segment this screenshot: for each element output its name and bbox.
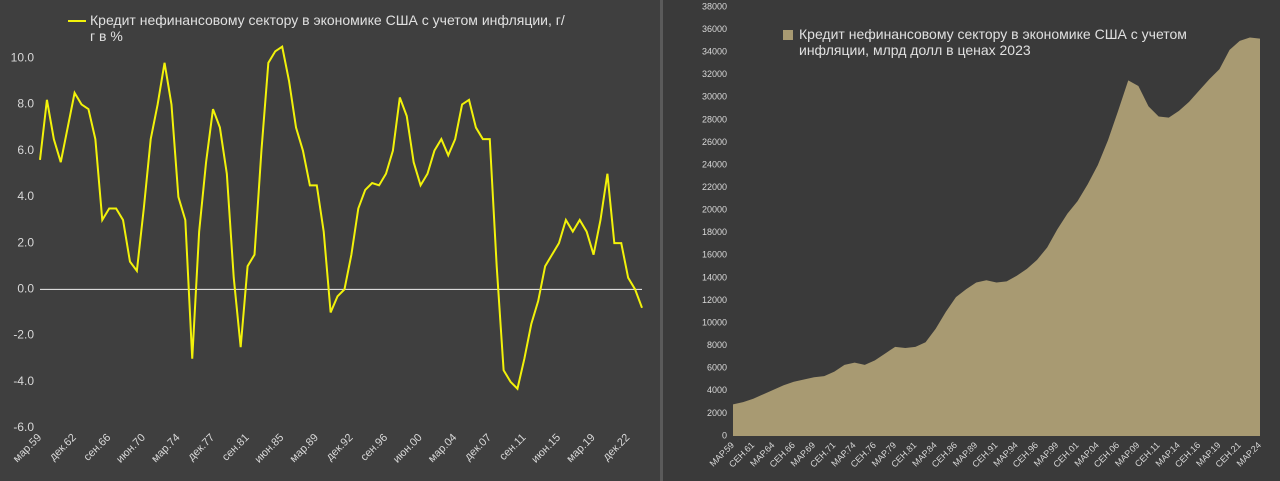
- y-tick-label: 34000: [702, 47, 727, 57]
- y-tick-label: 10.0: [11, 50, 35, 64]
- y-tick-label: 36000: [702, 24, 727, 34]
- y-tick-label: 22000: [702, 182, 727, 192]
- y-tick-label: 4.0: [17, 189, 34, 203]
- right-chart-panel: 0 2000 4000 6000 8000 10000 12000 14000 16000 180…: [663, 0, 1280, 481]
- x-tick-label: дек.92: [324, 432, 356, 464]
- y-tick-label: 14000: [702, 272, 727, 282]
- x-tick-label: мар.19: [564, 432, 597, 465]
- y-tick-label: 26000: [702, 137, 727, 147]
- x-tick-label: сен.96: [358, 432, 390, 464]
- legend: Кредит нефинансовому сектору в экономике…: [783, 26, 1223, 58]
- y-tick-label: 6.0: [17, 143, 34, 157]
- y-tick-label: -2.0: [13, 328, 34, 342]
- y-tick-label: 12000: [702, 295, 727, 305]
- y-tick-label: 2000: [707, 408, 727, 418]
- divider: [660, 0, 663, 481]
- x-tick-label: дек.62: [47, 432, 79, 464]
- x-tick-label: мар.59: [11, 432, 44, 465]
- y-tick-label: 24000: [702, 159, 727, 169]
- y-tick-label: 8000: [707, 340, 727, 350]
- y-tick-label: 10000: [702, 317, 727, 327]
- y-tick-label: 38000: [702, 1, 727, 11]
- legend-label: Кредит нефинансовому сектору в экономике…: [799, 26, 1187, 58]
- x-tick-label: мар.89: [288, 432, 321, 465]
- x-tick-label: июн.15: [529, 432, 563, 466]
- x-tick-label: июн.70: [114, 432, 148, 466]
- x-tick-label: мар.74: [149, 432, 182, 465]
- x-tick-label: июн.85: [253, 432, 287, 466]
- y-tick-label: 16000: [702, 250, 727, 260]
- y-tick-label: -6.0: [13, 420, 34, 434]
- x-tick-label: сен.66: [82, 432, 114, 464]
- y-tick-label: 0.0: [17, 282, 34, 296]
- x-tick-label: дек.22: [601, 432, 633, 464]
- y-tick-label: 6000: [707, 363, 727, 373]
- x-tick-label: мар.04: [426, 432, 459, 465]
- chart: 0 2000 4000 6000 8000 10000 12000 14000 16000 180…: [702, 1, 1263, 469]
- line: [39, 45, 643, 391]
- x-tick-label: сен.11: [497, 432, 528, 463]
- y-tick-label: 30000: [702, 92, 727, 102]
- y-tick-label: 28000: [702, 114, 727, 124]
- y-tick-label: 4000: [707, 385, 727, 395]
- y-tick-label: -4.0: [13, 374, 34, 388]
- x-tick-label: сен.81: [220, 432, 252, 464]
- x-tick-label: июн.00: [391, 432, 425, 466]
- legend-label: Кредит нефинансовому сектору в экономике…: [90, 12, 565, 44]
- y-tick-label: 18000: [702, 227, 727, 237]
- legend-swatch: [68, 20, 86, 22]
- area: [733, 37, 1260, 437]
- y-tick-label: 32000: [702, 69, 727, 79]
- y-tick-label: 2.0: [17, 235, 34, 249]
- x-tick-label: дек.77: [186, 432, 218, 464]
- left-chart-panel: -6.0 -4.0 -2.0 0.0 2.0 4.0 6.0 8.0 10.0 мар.59 дек…: [10, 12, 643, 466]
- y-tick-label: 0: [722, 430, 727, 440]
- x-tick-label: дек.07: [462, 432, 494, 464]
- y-tick-label: 8.0: [17, 97, 34, 111]
- y-tick-label: 20000: [702, 205, 727, 215]
- legend-swatch: [783, 30, 793, 40]
- legend: Кредит нефинансовому сектору в экономике…: [68, 12, 568, 44]
